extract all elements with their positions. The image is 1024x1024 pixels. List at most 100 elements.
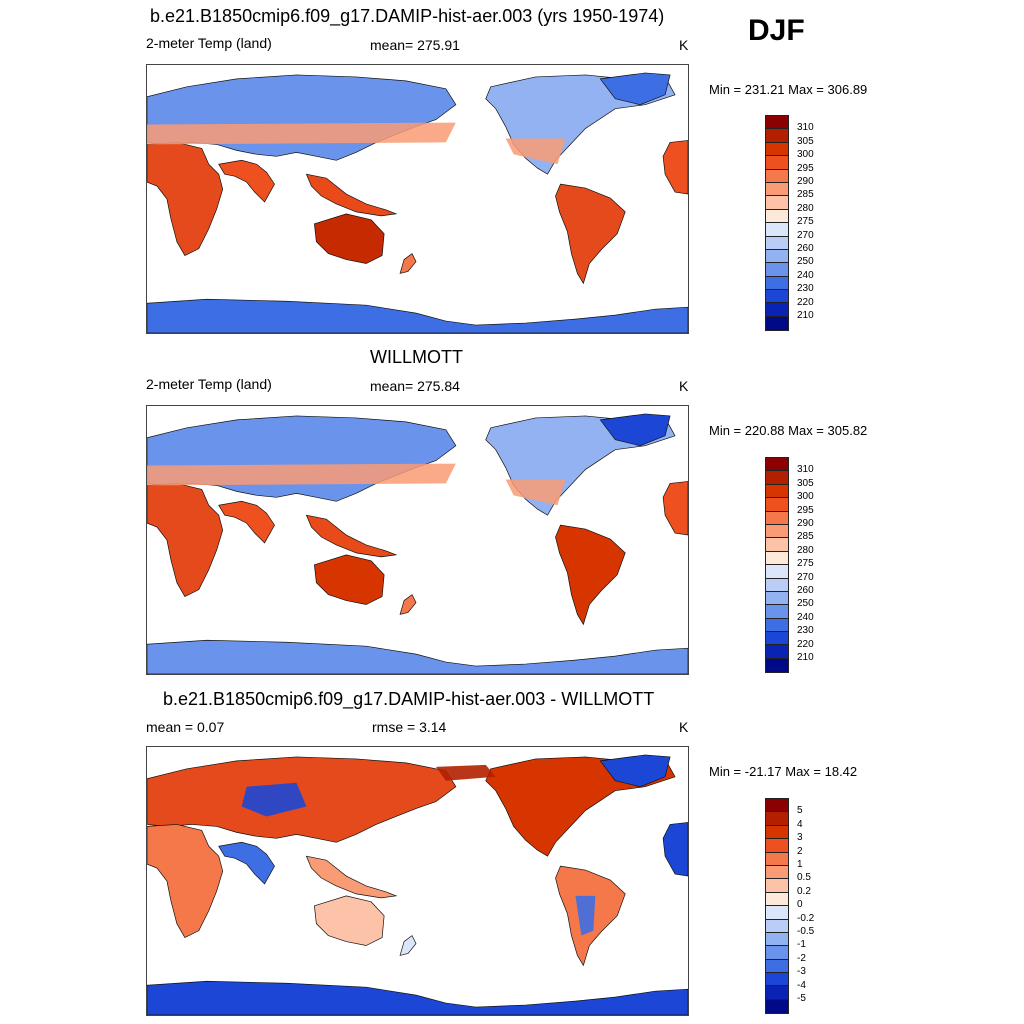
colorbar-tick-label: 220	[797, 638, 814, 650]
colorbar-tick-label: 230	[797, 283, 814, 295]
colorbar-swatch	[766, 591, 788, 606]
colorbar-swatch	[766, 973, 788, 987]
colorbar-swatch	[766, 578, 788, 592]
colorbar-tick-label: 210	[797, 310, 814, 321]
landmass-antarctica	[147, 980, 688, 1015]
landmass-africa-e	[662, 481, 688, 536]
panel-2-units-label: K	[679, 378, 689, 394]
colorbar-tick-label: 275	[797, 558, 814, 570]
landmass-seasia	[305, 514, 398, 558]
panel-1-minmax: Min = 231.21 Max = 306.89	[709, 82, 868, 97]
colorbar-tick-label: 275	[797, 216, 814, 228]
colorbar-swatch	[766, 799, 788, 813]
landmass-nz	[399, 253, 417, 274]
panel-3-mean-label: mean = 0.07	[146, 719, 225, 735]
colorbar-swatch	[766, 290, 788, 304]
colorbar-tick-label: 1	[797, 859, 803, 870]
colorbar-tick-label: 5	[797, 805, 803, 817]
colorbar-swatch	[766, 498, 788, 512]
landmass-africa-e	[662, 140, 688, 195]
landmass-nz	[399, 594, 417, 615]
colorbar-tick-label: 4	[797, 818, 803, 830]
colorbar-swatch	[766, 812, 788, 826]
colorbar-swatch	[766, 538, 788, 552]
colorbar-swatch	[766, 892, 788, 907]
anomaly-patch	[241, 782, 307, 817]
colorbar-swatch	[766, 551, 788, 566]
colorbar-swatch	[766, 458, 788, 472]
landmass-africa	[147, 824, 224, 939]
landmass-greenland	[599, 754, 671, 788]
landmass-arabia-india	[218, 841, 275, 885]
colorbar-swatch	[766, 116, 788, 130]
colorbar-tick-label: 305	[797, 477, 814, 489]
landmass-greenland	[599, 413, 671, 447]
colorbar-tick-label: -3	[797, 966, 806, 978]
landmass-samerica	[555, 183, 626, 285]
colorbar-swatch	[766, 196, 788, 210]
colorbar-tick-label: 0.5	[797, 872, 811, 884]
colorbar-swatch	[766, 632, 788, 646]
colorbar-swatch	[766, 524, 788, 539]
landmass-africa	[147, 483, 224, 598]
colorbar-tick-label: 280	[797, 202, 814, 214]
anomaly-patch	[435, 764, 496, 781]
panel-1-title: b.e21.B1850cmip6.f09_g17.DAMIP-hist-aer.…	[150, 6, 665, 26]
colorbar-tick-label: 250	[797, 598, 814, 610]
colorbar-swatch	[766, 986, 788, 1000]
panel-2-map	[146, 405, 689, 675]
colorbar-tick-label: 220	[797, 296, 814, 308]
panel-2-title: WILLMOTT	[370, 347, 463, 367]
transition-band	[505, 138, 566, 165]
panel-3-minmax: Min = -21.17 Max = 18.42	[709, 764, 858, 779]
colorbar-tick-label: 260	[797, 585, 814, 596]
colorbar-tick-label: 285	[797, 531, 814, 543]
panel-2-map-canvas	[147, 413, 688, 674]
colorbar-tick-label: 250	[797, 256, 814, 268]
colorbar-tick-label: 295	[797, 162, 814, 174]
colorbar-swatch	[766, 565, 788, 579]
colorbar-tick-label: 210	[797, 652, 814, 663]
panel-3-map-canvas	[147, 754, 688, 1015]
landmass-australia	[314, 213, 385, 264]
panel-1-units-label: K	[679, 37, 689, 53]
colorbar-tick-label: -0.2	[797, 912, 815, 924]
colorbar-swatch	[766, 879, 788, 893]
colorbar-tick-label: 290	[797, 518, 814, 529]
panel-1-map-canvas	[147, 72, 688, 333]
colorbar-tick-label: 310	[797, 122, 814, 134]
panel-2-mean-label: mean= 275.84	[370, 378, 460, 394]
landmass-australia	[314, 895, 385, 946]
panel-1-colorbar	[765, 115, 789, 332]
transition-band	[147, 122, 456, 145]
landmass-australia	[314, 554, 385, 605]
panel-1-variable-label: 2-meter Temp (land)	[146, 35, 272, 51]
season-label: DJF	[748, 14, 805, 47]
colorbar-tick-label: 0.2	[797, 885, 811, 897]
colorbar-swatch	[766, 658, 788, 673]
colorbar-swatch	[766, 316, 788, 331]
colorbar-swatch	[766, 249, 788, 264]
landmass-seasia	[305, 173, 398, 217]
transition-band	[505, 479, 566, 506]
colorbar-tick-label: 240	[797, 269, 814, 281]
colorbar-tick-label: 305	[797, 135, 814, 147]
colorbar-tick-label: 2	[797, 845, 803, 857]
colorbar-swatch	[766, 906, 788, 920]
colorbar-swatch	[766, 618, 788, 633]
colorbar-swatch	[766, 932, 788, 947]
colorbar-tick-label: -1	[797, 939, 806, 951]
colorbar-tick-label: 310	[797, 464, 814, 476]
colorbar-swatch	[766, 236, 788, 250]
panel-2-minmax: Min = 220.88 Max = 305.82	[709, 423, 868, 438]
colorbar-swatch	[766, 605, 788, 619]
colorbar-tick-label: 0	[797, 899, 803, 911]
colorbar-tick-label: 270	[797, 571, 814, 583]
colorbar-tick-label: 285	[797, 189, 814, 201]
anomaly-patch	[575, 895, 596, 936]
colorbar-swatch	[766, 645, 788, 659]
colorbar-swatch	[766, 511, 788, 525]
colorbar-tick-label: 240	[797, 611, 814, 623]
landmass-africa-e	[662, 822, 688, 877]
colorbar-tick-label: 290	[797, 176, 814, 187]
